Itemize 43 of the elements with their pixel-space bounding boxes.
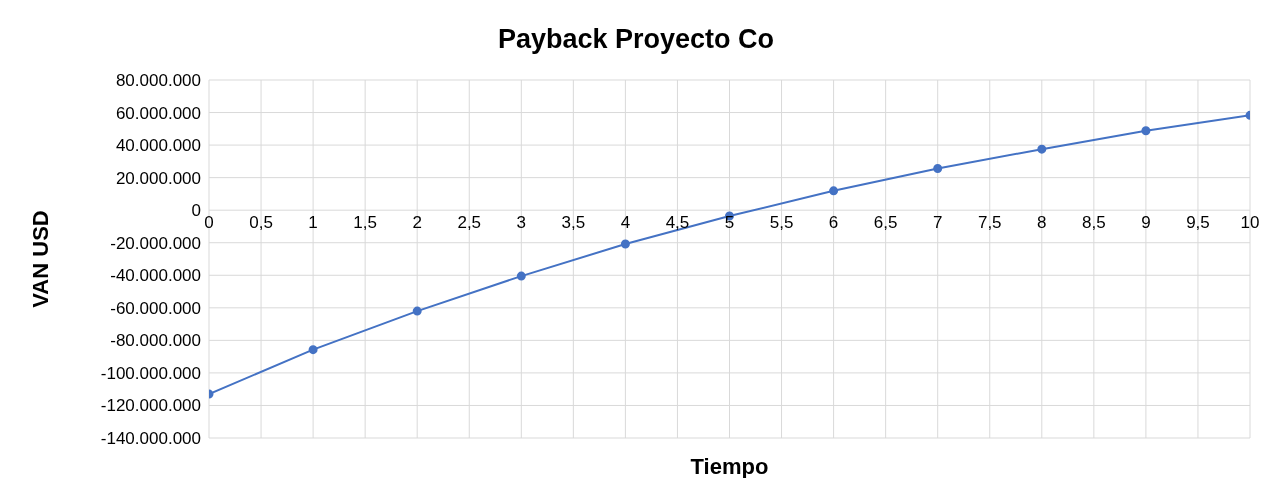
x-tick-label: 0,5 [249, 213, 273, 233]
y-tick-label: 40.000.000 [115, 136, 201, 156]
y-tick-label: -20.000.000 [110, 233, 201, 253]
x-tick-label: 7,5 [977, 213, 1002, 233]
y-tick-label: 20.000.000 [115, 168, 201, 188]
x-tick-label: 7 [932, 213, 943, 233]
y-axis-title: VAN USD [27, 210, 53, 308]
x-tick-label: 6 [828, 213, 839, 233]
x-tick-label: 5,5 [769, 213, 794, 233]
y-tick-label: 60.000.000 [115, 103, 201, 123]
y-tick-label: -60.000.000 [110, 298, 201, 318]
x-tick-label: 8 [1037, 213, 1047, 233]
x-tick-label: 2 [412, 213, 422, 233]
x-tick-label: 1 [308, 213, 318, 233]
x-tick-label: 5 [724, 213, 735, 233]
x-tick-label: 9,5 [1186, 213, 1210, 233]
x-tick-label: 0 [204, 213, 214, 233]
point [933, 164, 943, 174]
x-tick-label: 3,5 [561, 213, 586, 233]
point [308, 345, 318, 355]
x-tick-label: 10 [1240, 213, 1260, 233]
point [412, 306, 422, 316]
point [620, 239, 630, 249]
x-tick-label: 9 [1141, 213, 1151, 233]
point [1141, 126, 1151, 136]
point [516, 271, 526, 281]
x-tick-label: 4 [620, 213, 631, 233]
y-tick-label: 80.000.000 [115, 71, 201, 91]
point [829, 186, 839, 196]
y-tick-label: -40.000.000 [110, 266, 201, 286]
y-tick-label: -80.000.000 [110, 331, 201, 351]
x-tick-label: 8,5 [1082, 213, 1106, 233]
y-tick-label: -120.000.000 [100, 396, 201, 416]
x-tick-label: 4,5 [665, 213, 690, 233]
y-tick-label: -140.000.000 [100, 429, 201, 449]
x-tick-label: 1,5 [353, 213, 377, 233]
x-tick-label: 6,5 [873, 213, 898, 233]
y-tick-label: -100.000.000 [100, 363, 201, 383]
x-tick-label: 3 [516, 213, 527, 233]
x-axis-title: Tiempo [690, 454, 769, 479]
point [1037, 144, 1047, 154]
x-tick-label: 2,5 [457, 213, 482, 233]
chart-title: Payback Proyecto Co [496, 24, 776, 55]
